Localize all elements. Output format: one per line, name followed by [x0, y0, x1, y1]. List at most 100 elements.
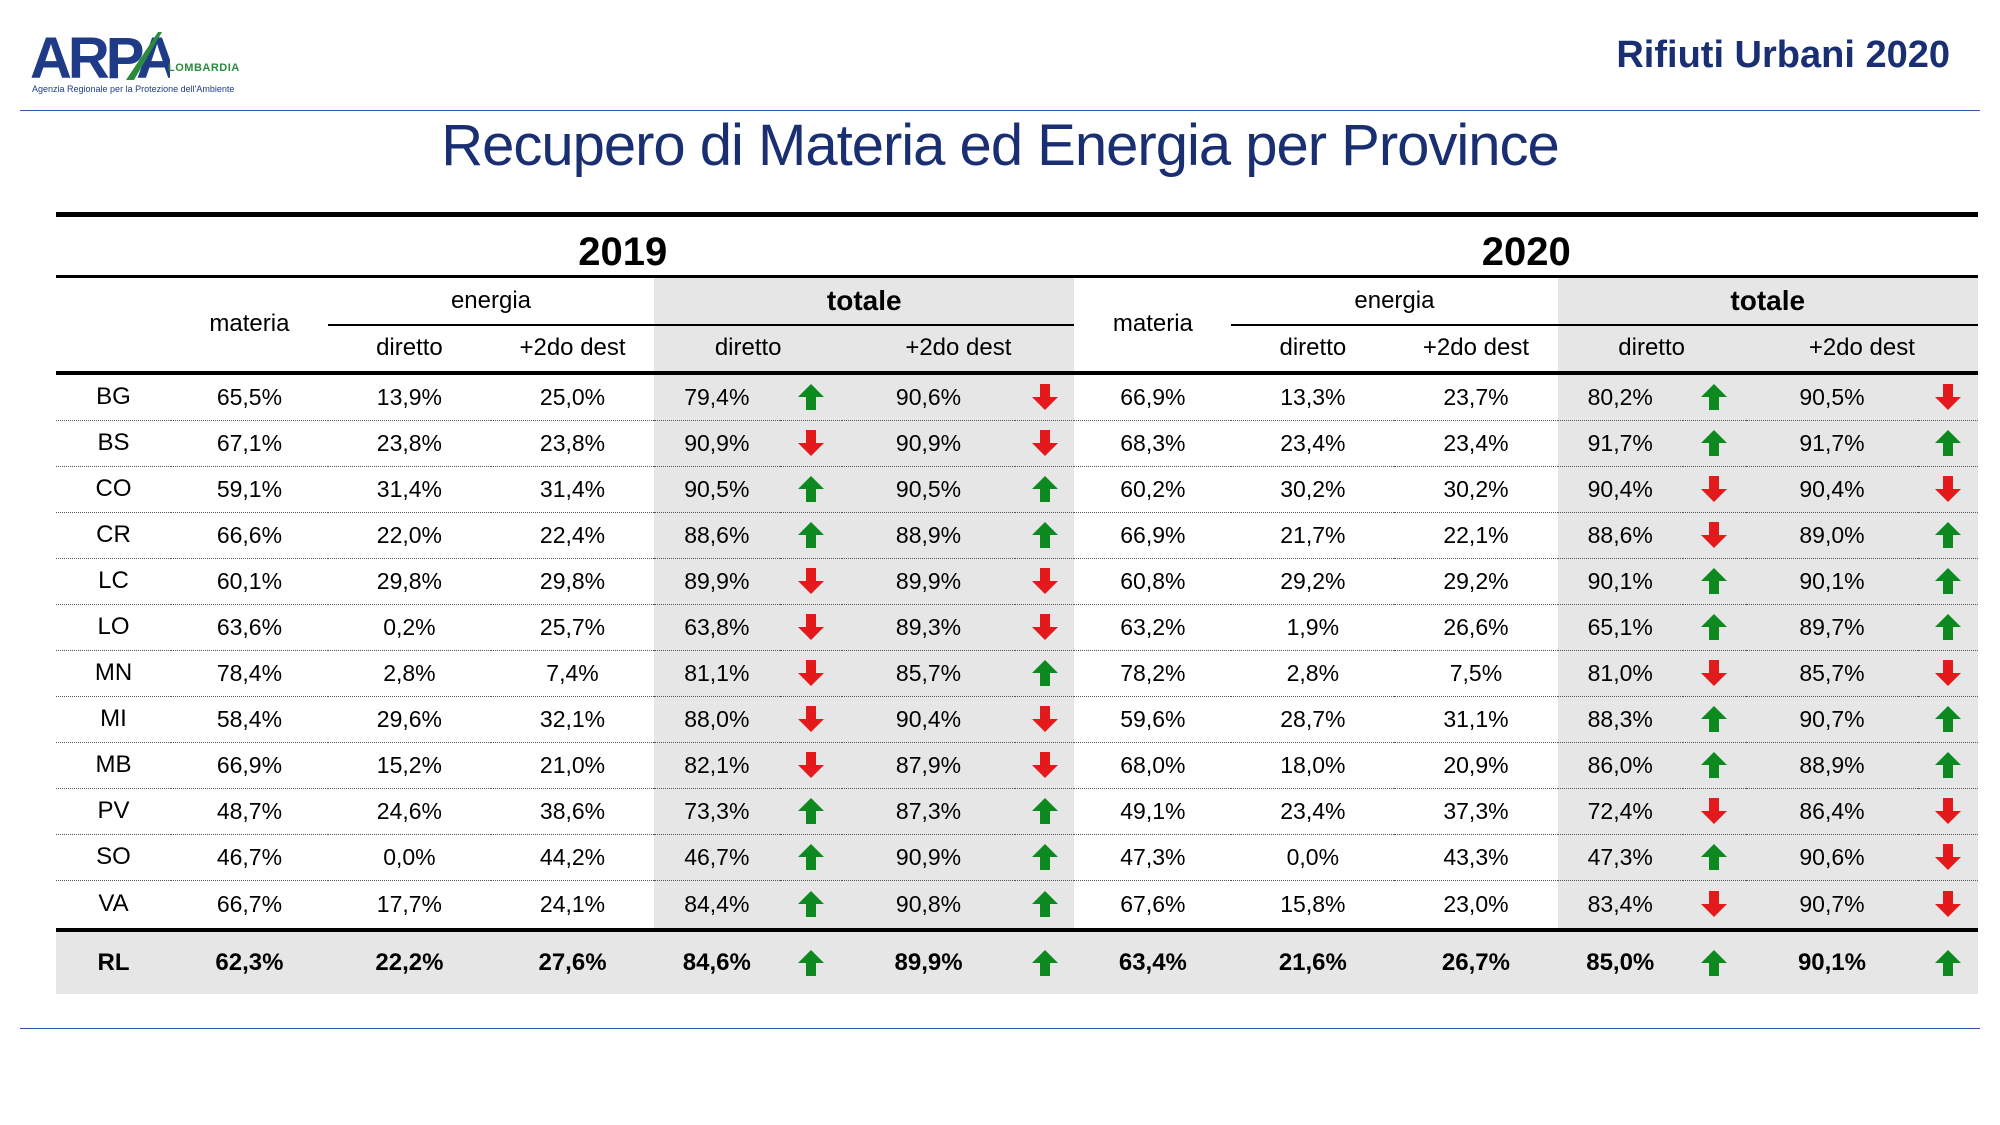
- tot-dest-value-y2019: 87,3%: [842, 788, 1015, 835]
- tot-diretto-value-y2019: 88,6%: [654, 512, 780, 559]
- tot-diretto-value-y2019: 90,9%: [654, 420, 780, 467]
- materia-value-y2019: 67,1%: [171, 420, 328, 467]
- tot_diretto-trend-y2019: [779, 696, 843, 743]
- materia-value-y2019: 66,9%: [171, 742, 328, 789]
- arrow-down-icon: [1699, 520, 1729, 550]
- arrow-down-icon: [1933, 889, 1963, 919]
- province-code: MN: [56, 650, 172, 697]
- en-diretto-value-y2019: 17,7%: [327, 880, 491, 932]
- arrow-up-icon: [1933, 612, 1963, 642]
- tot_dest-trend-y2020: [1918, 929, 1978, 994]
- tot_diretto-trend-y2019: [779, 558, 843, 605]
- province-code: BS: [56, 420, 172, 467]
- tot-diretto-value-y2020: 91,7%: [1557, 420, 1683, 467]
- tot-diretto-value-y2019: 46,7%: [654, 834, 780, 881]
- table-row: CR 66,6% 22,0% 22,4% 88,6% 88,9% 66,9% 21,7% 22,…: [56, 512, 1978, 559]
- arrow-down-icon: [1030, 566, 1060, 596]
- tot-dest-value-y2020: 90,4%: [1745, 466, 1919, 513]
- en-diretto-value-y2019: 29,8%: [327, 558, 491, 605]
- tot-dest-value-y2019: 90,6%: [842, 372, 1015, 421]
- tot_dest-trend-y2019: [1014, 742, 1075, 789]
- arrow-down-icon: [1933, 796, 1963, 826]
- tot-diretto-value-y2019: 82,1%: [654, 742, 780, 789]
- energia-diretto-head-2019: diretto: [327, 324, 491, 375]
- en-diretto-value-y2019: 0,0%: [327, 834, 491, 881]
- arrow-down-icon: [1933, 842, 1963, 872]
- tot_dest-trend-y2020: [1918, 742, 1978, 789]
- tot-diretto-value-y2019: 88,0%: [654, 696, 780, 743]
- materia-value-y2019: 48,7%: [171, 788, 328, 835]
- tot-diretto-value-y2020: 81,0%: [1557, 650, 1683, 697]
- table-row: MN 78,4% 2,8% 7,4% 81,1% 85,7% 78,2% 2,8% 7,5% 81…: [56, 650, 1978, 697]
- tot_dest-trend-y2020: [1918, 604, 1978, 651]
- tot-diretto-value-y2020: 47,3%: [1557, 834, 1683, 881]
- tot_diretto-trend-y2020: [1682, 420, 1746, 467]
- en-dest-value-y2019: 21,0%: [490, 742, 655, 789]
- en-dest-value-y2020: 37,3%: [1394, 788, 1558, 835]
- en-dest-value-y2020: 26,6%: [1394, 604, 1558, 651]
- table-row: SO 46,7% 0,0% 44,2% 46,7% 90,9% 47,3% 0,0% 43,3%…: [56, 834, 1978, 881]
- tot_diretto-trend-y2019: [779, 929, 843, 994]
- arrow-up-icon: [1933, 428, 1963, 458]
- arrow-up-icon: [1030, 796, 1060, 826]
- arrow-up-icon: [1030, 948, 1060, 978]
- totale-dest-head-2020: +2do dest: [1745, 324, 1978, 375]
- arrow-down-icon: [1699, 889, 1729, 919]
- arrow-up-icon: [796, 382, 826, 412]
- arrow-up-icon: [796, 842, 826, 872]
- table-row: VA 66,7% 17,7% 24,1% 84,4% 90,8% 67,6% 15,8% 23,…: [56, 880, 1978, 932]
- energia-diretto-head-2020: diretto: [1231, 324, 1395, 375]
- tot_diretto-trend-y2020: [1682, 372, 1746, 421]
- tot-dest-value-y2020: 89,0%: [1745, 512, 1919, 559]
- arrow-up-icon: [796, 889, 826, 919]
- tot_diretto-trend-y2019: [779, 834, 843, 881]
- materia-value-y2020: 66,9%: [1074, 372, 1232, 421]
- tot_diretto-trend-y2020: [1682, 880, 1746, 932]
- province-code: MB: [56, 742, 172, 789]
- en-diretto-value-y2020: 23,4%: [1231, 420, 1395, 467]
- arrow-up-icon: [1933, 704, 1963, 734]
- province-code: VA: [56, 880, 172, 932]
- table-row: PV 48,7% 24,6% 38,6% 73,3% 87,3% 49,1% 23,4% 37,…: [56, 788, 1978, 835]
- en-dest-value-y2020: 29,2%: [1394, 558, 1558, 605]
- tot_dest-trend-y2020: [1918, 650, 1978, 697]
- tot-diretto-value-y2020: 88,3%: [1557, 696, 1683, 743]
- arrow-up-icon: [1933, 566, 1963, 596]
- arrow-up-icon: [1933, 750, 1963, 780]
- arrow-down-icon: [1030, 704, 1060, 734]
- en-diretto-value-y2019: 0,2%: [327, 604, 491, 651]
- arrow-down-icon: [1933, 474, 1963, 504]
- tot-dest-value-y2019: 89,9%: [842, 558, 1015, 605]
- report-title: Rifiuti Urbani 2020: [1616, 34, 1950, 76]
- materia-value-y2020: 47,3%: [1074, 834, 1232, 881]
- arrow-down-icon: [1933, 382, 1963, 412]
- en-diretto-value-y2020: 29,2%: [1231, 558, 1395, 605]
- tot-dest-value-y2020: 90,1%: [1745, 929, 1919, 994]
- tot_diretto-trend-y2019: [779, 466, 843, 513]
- province-code: RL: [56, 929, 172, 994]
- tot_dest-trend-y2020: [1918, 696, 1978, 743]
- en-diretto-value-y2020: 21,6%: [1231, 929, 1395, 994]
- tot_diretto-trend-y2020: [1682, 834, 1746, 881]
- year-2020-heading: 2020: [1074, 212, 1978, 278]
- tot_dest-trend-y2019: [1014, 466, 1075, 513]
- tot-diretto-value-y2020: 88,6%: [1557, 512, 1683, 559]
- en-dest-value-y2020: 43,3%: [1394, 834, 1558, 881]
- arpa-logo-mark: ARPA: [30, 28, 170, 88]
- arrow-down-icon: [1699, 474, 1729, 504]
- tot-dest-value-y2020: 89,7%: [1745, 604, 1919, 651]
- tot_diretto-trend-y2020: [1682, 742, 1746, 789]
- tot_dest-trend-y2019: [1014, 880, 1075, 932]
- arrow-up-icon: [1699, 704, 1729, 734]
- arrow-down-icon: [1030, 382, 1060, 412]
- tot-diretto-value-y2020: 65,1%: [1557, 604, 1683, 651]
- en-dest-value-y2019: 7,4%: [490, 650, 655, 697]
- sub-header-row: diretto +2do dest diretto +2do dest dire…: [56, 324, 1978, 375]
- en-dest-value-y2020: 23,0%: [1394, 880, 1558, 932]
- arrow-down-icon: [1933, 658, 1963, 688]
- tot_diretto-trend-y2019: [779, 880, 843, 932]
- arrow-down-icon: [796, 428, 826, 458]
- tot_diretto-trend-y2019: [779, 372, 843, 421]
- arrow-up-icon: [1699, 428, 1729, 458]
- energia-head-2020: energia: [1231, 276, 1558, 326]
